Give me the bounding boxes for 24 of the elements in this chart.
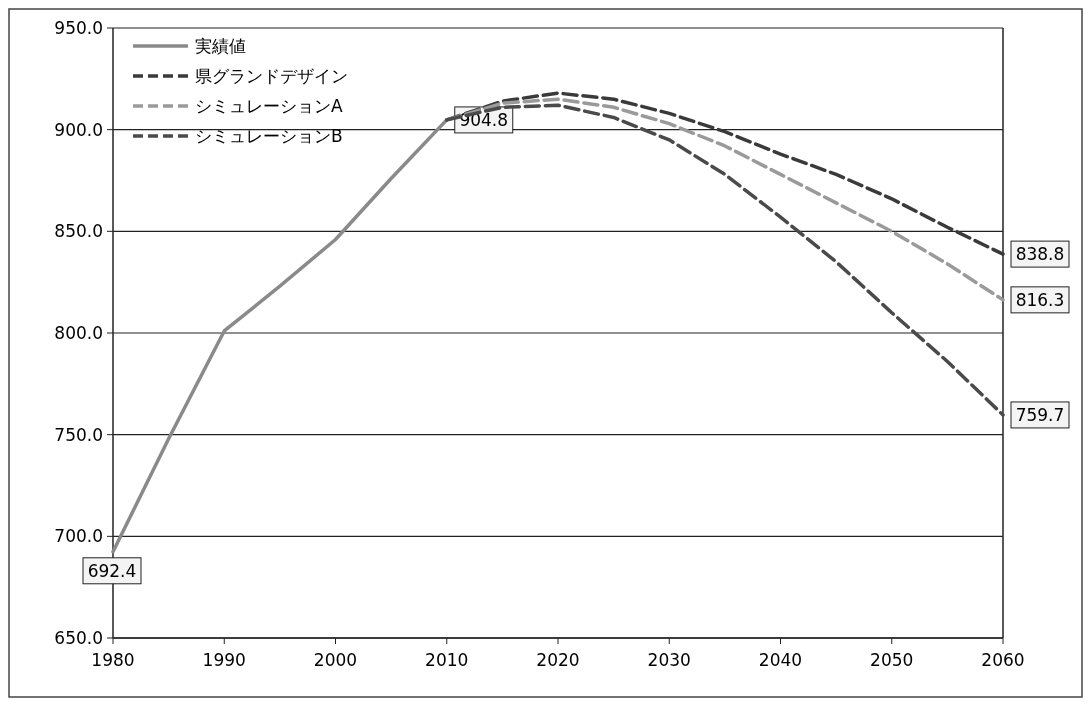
- legend-label: 県グランドデザイン: [195, 66, 348, 86]
- y-tick-label: 850.0: [54, 221, 103, 242]
- x-tick-label: 2010: [425, 650, 469, 670]
- x-tick-label: 1980: [91, 650, 135, 670]
- x-tick-label: 2040: [758, 650, 803, 670]
- x-tick-label: 2000: [313, 650, 358, 670]
- x-tick-label: 2020: [536, 650, 580, 670]
- y-tick-label: 650.0: [54, 628, 103, 648]
- x-tick-label: 2050: [870, 650, 914, 670]
- y-tick-label: 700.0: [54, 526, 103, 547]
- y-tick-label: 750.0: [54, 424, 103, 445]
- data-label: 759.7: [1015, 404, 1065, 425]
- data-label: 838.8: [1015, 244, 1065, 265]
- x-tick-label: 1990: [202, 650, 246, 670]
- legend-label: シミュレーションB: [195, 126, 343, 146]
- legend-label: 実績値: [195, 36, 246, 56]
- y-tick-label: 900.0: [54, 119, 103, 140]
- data-label: 692.4: [87, 560, 137, 581]
- y-tick-label: 950.0: [54, 18, 103, 38]
- x-tick-label: 2060: [981, 650, 1025, 670]
- legend-label: シミュレーションA: [195, 96, 343, 116]
- y-tick-label: 800.0: [54, 323, 103, 343]
- x-tick-label: 2030: [647, 650, 691, 670]
- data-label: 816.3: [1015, 289, 1065, 310]
